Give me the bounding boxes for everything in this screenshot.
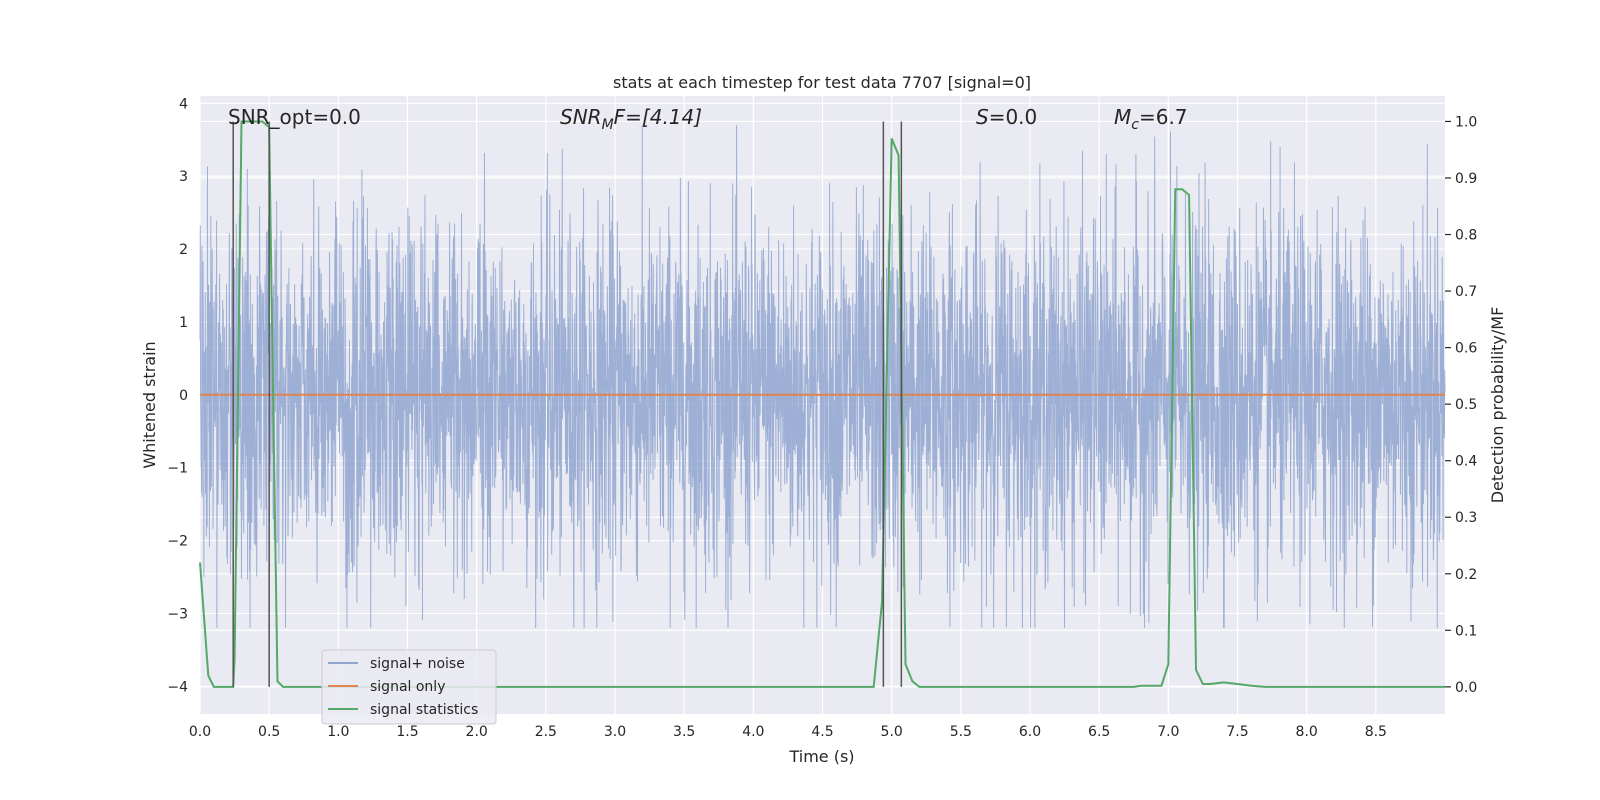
y-right-tick-label-5: 0.5 <box>1455 397 1477 413</box>
chart-title: stats at each timestep for test data 770… <box>613 73 1031 92</box>
snr-mf-rest: F=[4.14] <box>614 105 702 129</box>
y-left-tick-label-1: −3 <box>167 606 188 622</box>
y-right-tick-label-10: 1.0 <box>1455 114 1477 130</box>
line-series <box>199 120 1445 688</box>
x-tick-label-3: 1.5 <box>396 724 418 740</box>
s-rest: =0.0 <box>989 105 1038 129</box>
legend-label-signal-noise: signal+ noise <box>370 656 465 672</box>
y-right-tick-label-3: 0.3 <box>1455 510 1477 526</box>
x-tick-label-13: 6.5 <box>1088 724 1110 740</box>
y-right-tick-label-4: 0.4 <box>1455 454 1477 470</box>
y-right-tick-label-7: 0.7 <box>1455 284 1477 300</box>
left-y-axis-label: Whitened strain <box>140 341 159 468</box>
snr-mf-base: SNR <box>560 105 602 129</box>
y-right-tick-label-6: 0.6 <box>1455 341 1477 357</box>
x-tick-label-12: 6.0 <box>1019 724 1041 740</box>
y-left-tick-label-5: 1 <box>179 315 188 331</box>
y-left-tick-label-3: −1 <box>167 461 188 477</box>
x-tick-label-17: 8.5 <box>1365 724 1387 740</box>
legend-label-signal-statistics: signal statistics <box>370 702 478 718</box>
series-signal-noise <box>199 125 1446 629</box>
x-tick-label-7: 3.5 <box>673 724 695 740</box>
x-tick-label-1: 0.5 <box>258 724 280 740</box>
series-signal-statistics <box>199 120 1445 688</box>
x-tick-label-10: 5.0 <box>881 724 903 740</box>
y-right-tick-label-8: 0.8 <box>1455 228 1477 244</box>
x-tick-label-8: 4.0 <box>742 724 764 740</box>
y-right-tick-label-1: 0.1 <box>1455 623 1477 639</box>
y-left-tick-label-0: −4 <box>167 679 188 695</box>
snr-mf-subscript: M <box>602 117 614 133</box>
x-tick-label-4: 2.0 <box>466 724 488 740</box>
right-y-axis-label: Detection probability/MF <box>1488 307 1507 504</box>
x-axis-label: Time (s) <box>788 747 854 766</box>
x-tick-label-2: 1.0 <box>327 724 349 740</box>
mc-rest: =6.7 <box>1139 105 1188 129</box>
y-right-tick-label-0: 0.0 <box>1455 680 1477 696</box>
legend-label-signal-only: signal only <box>370 679 445 695</box>
annotation-snr-opt: SNR_opt=0.0 <box>228 105 361 129</box>
y-right-tick-label-2: 0.2 <box>1455 567 1477 583</box>
marker-lines <box>232 121 903 687</box>
x-tick-label-6: 3.0 <box>604 724 626 740</box>
x-tick-label-16: 8.0 <box>1296 724 1318 740</box>
x-axis-ticks: 0.0 0.5 1.0 1.5 2.0 2.5 3.0 3.5 4.0 4.5 5.0 5.5 6.0 6… <box>189 724 1387 740</box>
mc-base: M <box>1114 105 1131 129</box>
y-left-tick-label-8: 4 <box>179 96 188 112</box>
y-left-tick-label-2: −2 <box>167 534 188 550</box>
mc-subscript: c <box>1131 117 1139 133</box>
annotation-mc: Mc=6.7 <box>1114 105 1188 133</box>
x-tick-label-0: 0.0 <box>189 724 211 740</box>
x-tick-label-11: 5.5 <box>950 724 972 740</box>
noise-series <box>199 125 1446 629</box>
y-left-tick-label-6: 2 <box>179 242 188 258</box>
left-y-axis-ticks: −4 −3 −2 −1 0 1 2 3 4 <box>167 96 188 695</box>
annotation-s: S=0.0 <box>976 105 1037 129</box>
annotation-snr-mf: SNRMF=[4.14] <box>560 105 702 133</box>
right-y-axis-ticks: 0.0 0.1 0.2 0.3 0.4 0.5 0.6 0.7 0.8 0.9 1.0 <box>1445 114 1477 696</box>
x-tick-label-14: 7.0 <box>1157 724 1179 740</box>
x-tick-label-5: 2.5 <box>535 724 557 740</box>
legend-box <box>321 649 497 725</box>
x-tick-label-15: 7.5 <box>1226 724 1248 740</box>
y-right-tick-label-9: 0.9 <box>1455 171 1477 187</box>
s-base: S <box>976 105 989 129</box>
y-left-tick-label-7: 3 <box>179 169 188 185</box>
y-left-tick-label-4: 0 <box>179 388 188 404</box>
x-tick-label-9: 4.5 <box>811 724 833 740</box>
legend: signal+ noise signal only signal statist… <box>321 649 497 725</box>
